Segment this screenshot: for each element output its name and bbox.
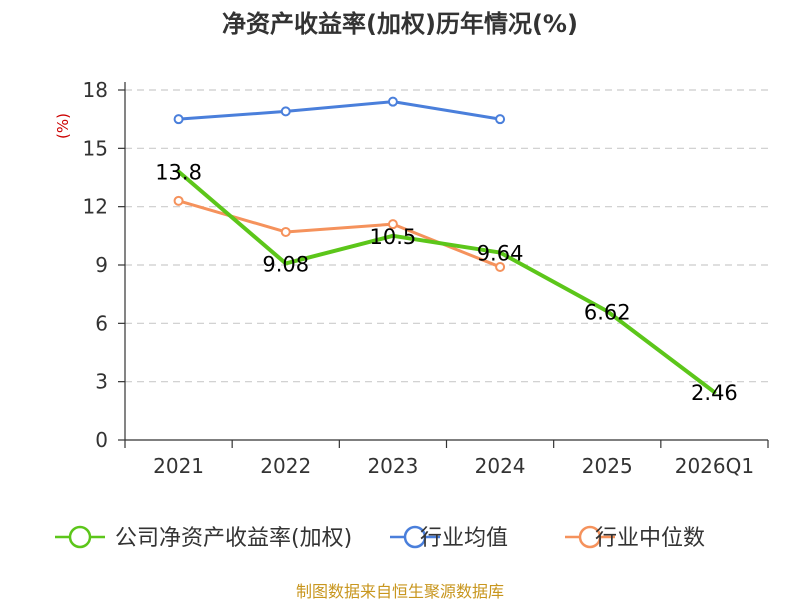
data-label: 6.62 [584,300,631,324]
data-label: 13.8 [155,161,202,185]
legend-marker [68,525,92,549]
data-label: 10.5 [370,225,417,249]
legend-marker [403,525,427,549]
series-point-industry-mean [495,114,506,125]
legend-item-industry-median[interactable]: 行业中位数 [565,525,705,551]
x-tick-label: 2021 [153,454,204,478]
y-tick-label: 9 [95,253,108,277]
series-point-industry-median [387,219,398,230]
legend-item-company-roe[interactable]: 公司净资产收益率(加权) [55,525,352,551]
legend-marker [578,525,602,549]
x-tick-label: 2023 [367,454,418,478]
x-tick-label: 2026Q1 [675,454,754,478]
legend-item-industry-mean[interactable]: 行业均值 [390,525,508,551]
data-labels: 13.8 9.08 10.5 9.64 6.62 2.46 [155,161,738,405]
series-point-industry-median [173,195,184,206]
source-note: 制图数据来自恒生聚源数据库 [296,582,504,600]
legend-label: 行业均值 [420,526,508,551]
data-label: 9.64 [477,242,524,266]
y-tick-label: 18 [83,78,108,102]
data-label: 2.46 [691,381,738,405]
y-tick-label: 12 [83,195,108,219]
series-lines [173,96,717,395]
y-tick-label: 0 [95,428,108,452]
series-point-industry-median [495,261,506,272]
series-line-industry-mean [177,100,502,121]
data-label: 9.08 [262,252,309,276]
y-tick-label: 3 [95,370,108,394]
series-point-industry-mean [173,114,184,125]
legend-label: 公司净资产收益率(加权) [115,526,352,551]
x-tick-label: 2025 [582,454,633,478]
axes: 0 3 6 9 12 15 18 2021 2022 2023 2024 2025 2026Q1 [83,78,769,478]
legend: 公司净资产收益率(加权) 行业均值 行业中位数 [55,525,705,551]
y-axis-unit: (%) [54,113,72,139]
chart-title: 净资产收益率(加权)历年情况(%) [222,10,578,38]
y-tick-label: 15 [83,136,108,160]
legend-label: 行业中位数 [595,526,705,551]
series-line-company-roe [176,169,717,395]
y-tick-label: 6 [95,311,108,335]
series-point-industry-median [280,226,291,237]
series-point-industry-mean [280,106,291,117]
series-point-industry-mean [387,96,398,107]
x-tick-label: 2024 [475,454,526,478]
x-tick-label: 2022 [260,454,311,478]
grid-lines [125,89,768,383]
